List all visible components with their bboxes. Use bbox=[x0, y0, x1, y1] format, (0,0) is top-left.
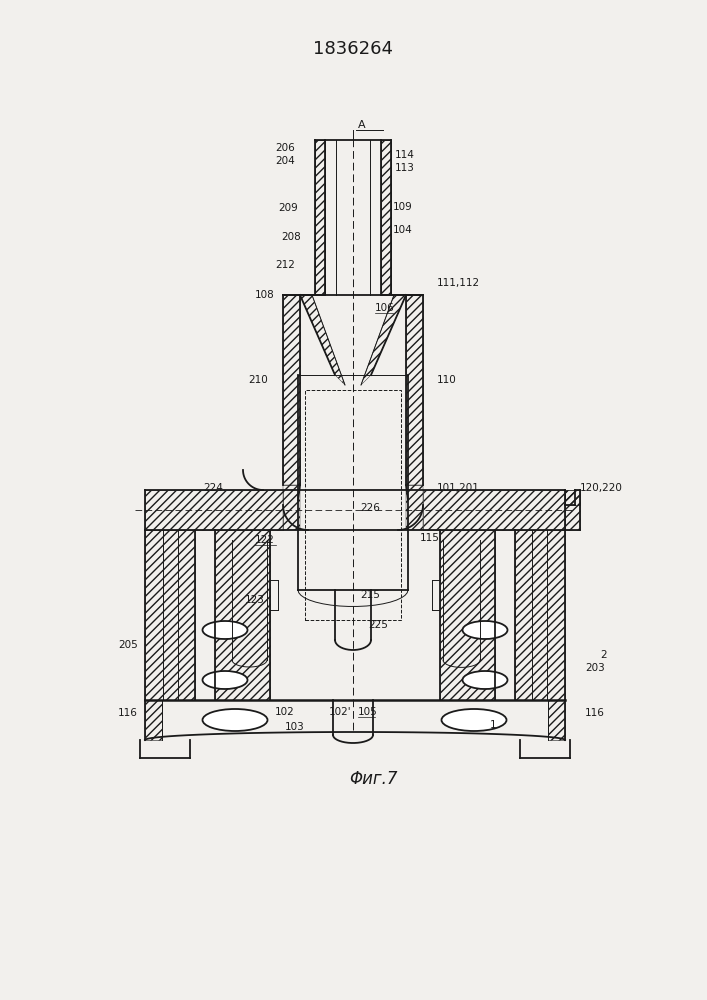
Text: 116: 116 bbox=[118, 708, 138, 718]
Bar bbox=[565, 490, 580, 530]
Text: 215: 215 bbox=[360, 590, 380, 600]
Bar bbox=[283, 295, 300, 485]
Ellipse shape bbox=[202, 671, 247, 689]
Text: 120,220: 120,220 bbox=[580, 483, 623, 493]
Text: 116: 116 bbox=[585, 708, 605, 718]
Text: 122: 122 bbox=[255, 535, 275, 545]
Text: 111,112: 111,112 bbox=[437, 278, 480, 288]
Text: 224: 224 bbox=[203, 483, 223, 493]
Bar bbox=[283, 485, 300, 530]
Ellipse shape bbox=[202, 621, 247, 639]
Text: 2: 2 bbox=[600, 650, 607, 660]
Text: 209: 209 bbox=[279, 203, 298, 213]
Ellipse shape bbox=[202, 709, 267, 731]
Text: A: A bbox=[358, 120, 366, 130]
Text: 110: 110 bbox=[437, 375, 457, 385]
Text: 102: 102 bbox=[275, 707, 295, 717]
Text: 101,201: 101,201 bbox=[437, 483, 480, 493]
Text: 203: 203 bbox=[585, 663, 604, 673]
Bar bbox=[145, 700, 162, 740]
Text: Φиг.7: Φиг.7 bbox=[349, 770, 397, 788]
Bar bbox=[548, 700, 565, 740]
Bar bbox=[406, 485, 423, 530]
Bar bbox=[565, 490, 580, 505]
Bar bbox=[406, 295, 423, 485]
Text: 109: 109 bbox=[393, 202, 413, 212]
Ellipse shape bbox=[462, 671, 508, 689]
Text: 212: 212 bbox=[275, 260, 295, 270]
Text: 1: 1 bbox=[490, 720, 496, 730]
Text: 103: 103 bbox=[285, 722, 305, 732]
Bar bbox=[515, 530, 565, 700]
Ellipse shape bbox=[441, 709, 506, 731]
Bar bbox=[381, 140, 391, 295]
Text: 205: 205 bbox=[118, 640, 138, 650]
Text: 226: 226 bbox=[360, 503, 380, 513]
Text: 210: 210 bbox=[248, 375, 268, 385]
Text: 104: 104 bbox=[393, 225, 413, 235]
Text: 206: 206 bbox=[275, 143, 295, 153]
Text: 114: 114 bbox=[395, 150, 415, 160]
Text: 204: 204 bbox=[275, 156, 295, 166]
Text: 225: 225 bbox=[368, 620, 388, 630]
Text: 208: 208 bbox=[281, 232, 301, 242]
Bar bbox=[145, 490, 283, 530]
Text: 115: 115 bbox=[420, 533, 440, 543]
Text: 102': 102' bbox=[329, 707, 351, 717]
Text: 113: 113 bbox=[395, 163, 415, 173]
Bar bbox=[305, 390, 401, 620]
Bar bbox=[440, 530, 495, 700]
Bar bbox=[145, 530, 195, 700]
Text: 108: 108 bbox=[255, 290, 275, 300]
Text: 106: 106 bbox=[375, 303, 395, 313]
Text: 1836264: 1836264 bbox=[313, 40, 393, 58]
Bar bbox=[215, 530, 270, 700]
Bar bbox=[423, 490, 565, 530]
Text: 123: 123 bbox=[245, 595, 265, 605]
Bar bbox=[315, 140, 325, 295]
Text: 105: 105 bbox=[358, 707, 378, 717]
Ellipse shape bbox=[462, 621, 508, 639]
